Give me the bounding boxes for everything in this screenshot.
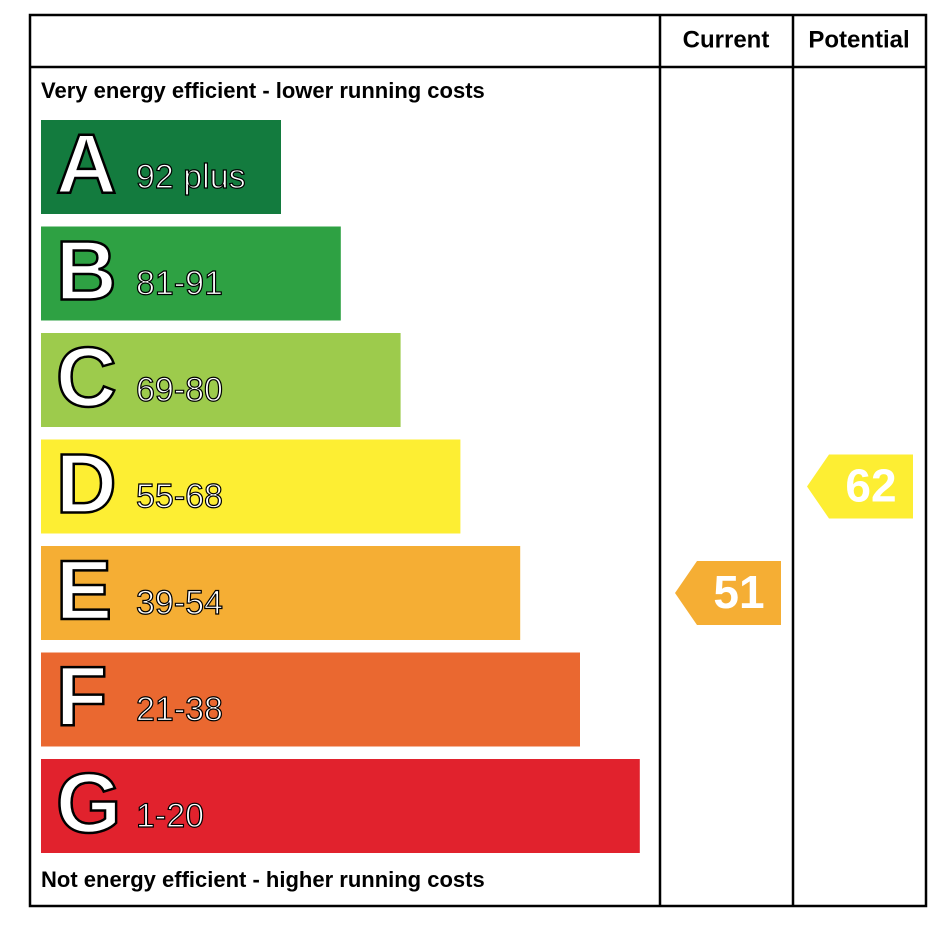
band-range: 92 plus bbox=[136, 158, 246, 196]
top-note: Very energy efficient - lower running co… bbox=[41, 78, 485, 103]
current-arrow bbox=[675, 561, 781, 625]
band-range: 21-38 bbox=[136, 690, 223, 728]
band-bar bbox=[41, 546, 521, 640]
potential-arrow bbox=[807, 454, 913, 519]
band-bar bbox=[41, 333, 401, 427]
band-range: 1-20 bbox=[136, 797, 204, 835]
band-letter: F bbox=[56, 650, 107, 744]
band-range: 55-68 bbox=[136, 477, 223, 515]
band-letter: C bbox=[56, 330, 117, 424]
band-bar bbox=[41, 439, 461, 534]
current-header: Current bbox=[683, 26, 770, 53]
band-bar bbox=[41, 120, 281, 214]
band-bar bbox=[41, 226, 341, 321]
potential-value: 62 bbox=[845, 460, 896, 512]
band-bar bbox=[41, 652, 580, 747]
band-range: 39-54 bbox=[136, 584, 223, 622]
bottom-note: Not energy efficient - higher running co… bbox=[41, 867, 485, 892]
band-letter: E bbox=[56, 543, 112, 637]
current-value: 51 bbox=[713, 566, 764, 618]
frame bbox=[28, 13, 928, 908]
band-bar bbox=[41, 759, 640, 853]
band-letter: A bbox=[56, 117, 117, 211]
band-letter: D bbox=[56, 437, 117, 531]
band-letter: B bbox=[56, 224, 117, 318]
potential-header: Potential bbox=[808, 26, 909, 53]
band-range: 69-80 bbox=[136, 371, 223, 409]
band-letter: G bbox=[56, 756, 121, 850]
band-range: 81-91 bbox=[136, 264, 223, 302]
